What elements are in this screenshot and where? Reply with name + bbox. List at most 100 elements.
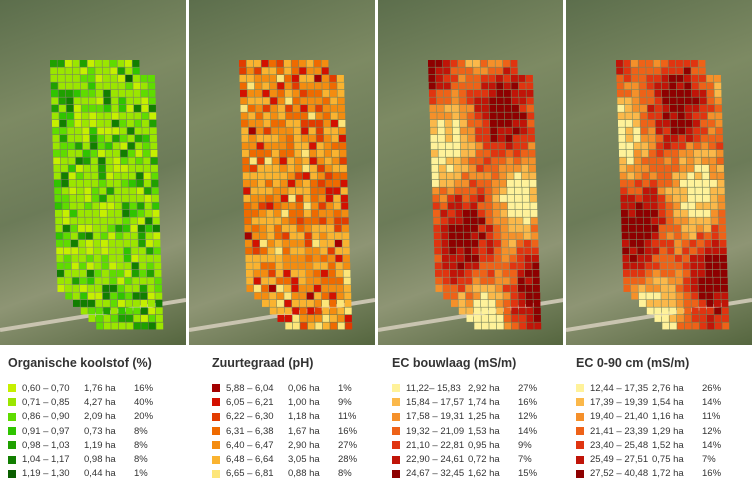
grid-cell xyxy=(704,217,711,225)
grid-cell xyxy=(439,187,447,195)
grid-cell xyxy=(633,120,641,127)
grid-cell xyxy=(635,172,642,180)
grid-cell xyxy=(529,180,536,187)
grid-cell xyxy=(624,82,632,90)
grid-cell xyxy=(241,142,249,150)
grid-cell xyxy=(148,82,156,90)
grid-cell xyxy=(679,157,687,165)
grid-cell xyxy=(631,285,639,292)
grid-cell xyxy=(75,157,83,165)
grid-cell xyxy=(475,157,483,165)
grid-cell xyxy=(315,112,323,120)
grid-cell xyxy=(95,67,103,75)
grid-cell xyxy=(322,315,330,322)
grid-cell xyxy=(332,180,340,187)
grid-cell xyxy=(58,82,66,90)
grid-cell xyxy=(677,97,685,105)
grid-cell xyxy=(622,232,629,240)
grid-cell xyxy=(258,202,266,210)
grid-cell xyxy=(665,172,672,180)
grid-cell xyxy=(435,82,443,90)
grid-cell xyxy=(463,225,470,232)
grid-cell xyxy=(245,262,253,270)
grid-cell xyxy=(623,285,631,292)
grid-cell xyxy=(295,187,303,195)
legend-range: 1,04 – 1,17 xyxy=(22,454,70,466)
grid-cell xyxy=(344,300,352,307)
grid-cell xyxy=(277,82,284,90)
grid-cell xyxy=(472,67,480,75)
grid-cell xyxy=(691,60,699,67)
grid-cell xyxy=(463,240,471,247)
grid-cell xyxy=(253,270,261,277)
grid-cell xyxy=(705,270,713,277)
grid-cell xyxy=(292,322,300,330)
grid-cell xyxy=(452,120,459,127)
grid-cell xyxy=(514,187,522,195)
grid-cell xyxy=(671,135,679,142)
grid-cell xyxy=(334,217,341,225)
grid-cell xyxy=(334,225,342,232)
grid-cell xyxy=(134,127,142,135)
grid-cell xyxy=(713,262,720,270)
grid-cell xyxy=(627,172,635,180)
grid-cell xyxy=(291,285,299,292)
grid-cell xyxy=(523,247,531,255)
legend-range: 6,40 – 6,47 xyxy=(226,439,274,451)
grid-cell xyxy=(672,172,680,180)
grid-cell xyxy=(325,180,333,187)
grid-cell xyxy=(146,262,154,270)
grid-cell xyxy=(293,127,301,135)
grid-cell xyxy=(285,120,293,127)
grid-cell xyxy=(473,97,481,105)
grid-cell xyxy=(434,255,441,262)
grid-cell xyxy=(510,75,518,82)
grid-cell xyxy=(623,270,631,277)
grid-cell xyxy=(638,285,646,292)
grid-cell xyxy=(526,322,534,330)
grid-cell xyxy=(292,90,300,97)
grid-cell xyxy=(103,75,110,82)
grid-cell xyxy=(59,127,67,135)
grid-cell xyxy=(313,277,321,285)
grid-cell xyxy=(478,225,485,232)
grid-cell xyxy=(702,172,710,180)
grid-cell xyxy=(299,82,307,90)
grid-cell xyxy=(65,285,72,292)
legend-range: 5,88 – 6,04 xyxy=(226,382,274,394)
grid-cell xyxy=(118,315,126,322)
grid-cell xyxy=(665,180,673,187)
grid-cell xyxy=(98,165,106,172)
grid-cell xyxy=(477,195,484,202)
grid-cell xyxy=(265,187,273,195)
grid-cell xyxy=(246,277,253,285)
grid-cell xyxy=(108,232,116,240)
grid-cell xyxy=(630,247,637,255)
grid-cell xyxy=(682,240,690,247)
grid-cell xyxy=(51,90,58,97)
legend-row: 6,48 – 6,64 3,05 ha 28% xyxy=(212,452,368,466)
grid-cell xyxy=(495,292,503,300)
grid-cell xyxy=(151,172,159,180)
map-panel-ec-subsoil xyxy=(566,0,752,345)
grid-cell xyxy=(329,307,337,315)
grid-cell xyxy=(291,300,299,307)
grid-cell xyxy=(684,67,691,75)
grid-cell xyxy=(110,292,118,300)
grid-cell xyxy=(292,97,300,105)
grid-cell xyxy=(682,247,690,255)
grid-cell xyxy=(147,270,154,277)
legend-row: 15,84 – 17,57 1,74 ha 16% xyxy=(392,395,548,409)
grid-cell xyxy=(706,285,714,292)
grid-cell xyxy=(469,187,477,195)
grid-cell xyxy=(152,217,160,225)
grid-cell xyxy=(240,112,248,120)
grid-cell xyxy=(145,232,153,240)
grid-cell xyxy=(701,150,709,157)
grid-cell xyxy=(470,217,478,225)
grid-cell xyxy=(91,172,99,180)
grid-cell xyxy=(283,262,290,270)
grid-cell xyxy=(117,285,125,292)
grid-cell xyxy=(288,210,296,217)
grid-cell xyxy=(82,127,90,135)
